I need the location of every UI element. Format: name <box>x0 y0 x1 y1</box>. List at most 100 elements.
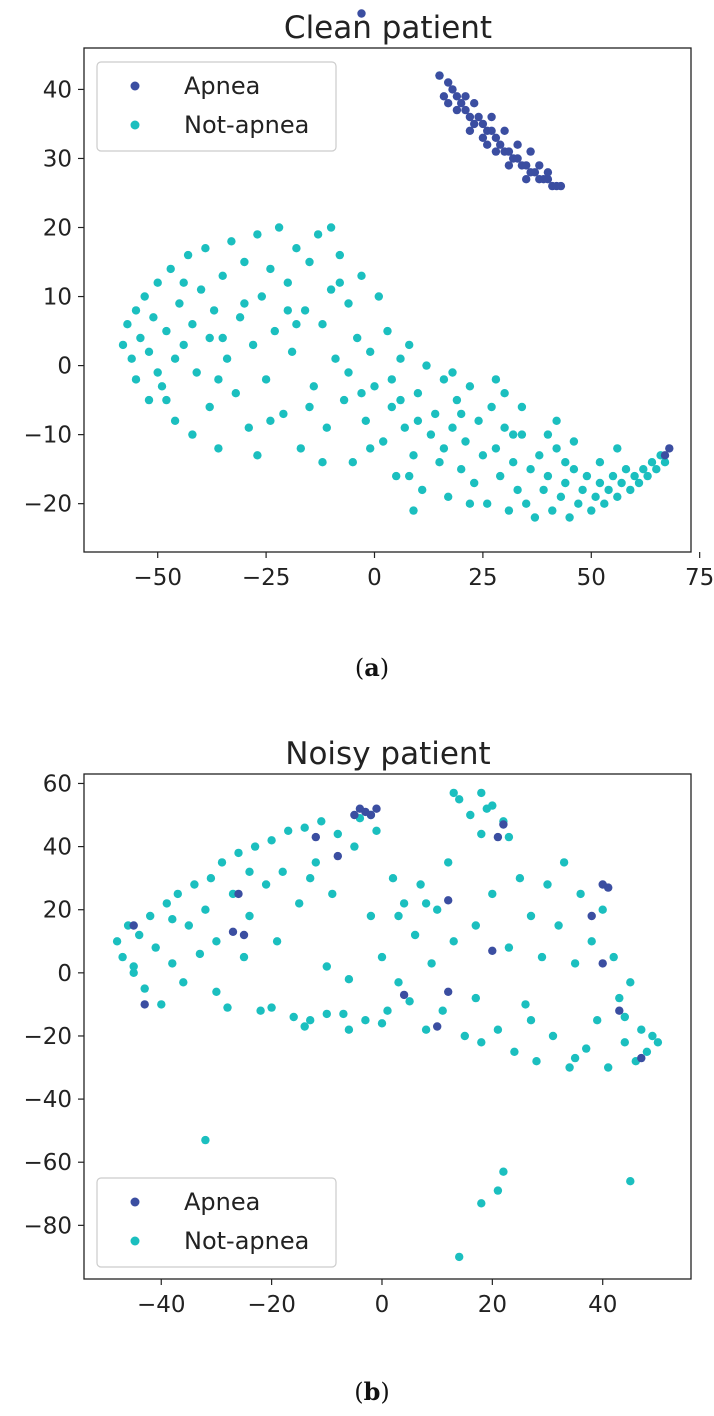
point-apnea <box>504 161 514 170</box>
point-not-apnea <box>300 306 310 315</box>
point-not-apnea <box>170 416 180 425</box>
y-tick-label-b: 40 <box>43 835 72 861</box>
point-not-apnea <box>231 389 240 398</box>
point-not-apnea <box>488 889 497 899</box>
point-not-apnea <box>582 1044 591 1053</box>
point-apnea <box>444 987 453 996</box>
point-not-apnea <box>326 223 336 232</box>
point-not-apnea <box>444 858 453 867</box>
point-not-apnea <box>465 499 475 508</box>
point-not-apnea <box>335 278 344 287</box>
point-not-apnea <box>131 306 141 315</box>
point-apnea <box>487 126 496 135</box>
point-not-apnea <box>532 1057 541 1066</box>
point-apnea <box>543 168 553 177</box>
point-not-apnea <box>201 1135 210 1145</box>
point-not-apnea <box>471 921 480 930</box>
point-not-apnea <box>413 416 423 425</box>
caption-b: (b) <box>354 1377 390 1406</box>
point-apnea <box>350 810 359 820</box>
x-tick-label-a: −50 <box>133 565 182 591</box>
x-tick-label-b: 40 <box>588 1292 617 1318</box>
point-apnea <box>513 140 522 149</box>
point-apnea <box>483 140 492 149</box>
point-not-apnea <box>660 458 670 467</box>
point-not-apnea <box>311 858 320 867</box>
point-not-apnea <box>488 801 497 810</box>
point-not-apnea <box>530 513 540 522</box>
point-apnea <box>372 804 381 813</box>
point-apnea <box>465 112 475 122</box>
point-apnea <box>452 92 462 101</box>
point-not-apnea <box>466 810 475 820</box>
point-apnea <box>448 85 457 94</box>
y-tick-label-a: 30 <box>43 146 72 172</box>
point-apnea <box>543 175 553 184</box>
point-not-apnea <box>421 899 431 908</box>
point-apnea <box>478 119 488 129</box>
point-not-apnea <box>392 471 401 481</box>
point-not-apnea <box>500 423 509 432</box>
point-not-apnea <box>348 458 357 467</box>
point-not-apnea <box>648 1031 657 1041</box>
legend-label-apnea-b: Apnea <box>184 1188 260 1216</box>
point-not-apnea <box>604 1063 613 1072</box>
point-not-apnea <box>537 952 547 962</box>
point-not-apnea <box>157 382 167 391</box>
point-not-apnea <box>234 848 243 858</box>
point-not-apnea <box>477 1199 486 1208</box>
point-not-apnea <box>574 499 583 508</box>
point-not-apnea <box>357 271 366 280</box>
point-apnea <box>491 147 501 156</box>
point-not-apnea <box>300 1022 309 1031</box>
ticks-b: −40 −20 0 20 40 −80 −60 −40 −20 0 20 40 60 <box>23 771 617 1318</box>
point-not-apnea <box>153 368 162 377</box>
y-tick-label-b: 0 <box>57 961 72 987</box>
point-not-apnea <box>361 416 370 425</box>
point-apnea <box>615 1006 624 1015</box>
point-not-apnea <box>405 340 414 350</box>
point-not-apnea <box>493 1186 503 1195</box>
legend-label-not-apnea-b: Not-apnea <box>184 1227 309 1255</box>
point-not-apnea <box>196 285 206 294</box>
point-not-apnea <box>339 1009 348 1019</box>
point-not-apnea <box>491 375 501 384</box>
point-not-apnea <box>595 458 605 467</box>
point-not-apnea <box>212 937 221 946</box>
point-not-apnea <box>322 1009 331 1019</box>
point-not-apnea <box>205 402 214 412</box>
point-not-apnea <box>366 347 375 356</box>
point-not-apnea <box>253 230 262 239</box>
point-not-apnea <box>287 347 297 356</box>
point-apnea <box>234 889 243 899</box>
point-not-apnea <box>388 874 398 883</box>
point-not-apnea <box>513 485 522 495</box>
point-not-apnea <box>140 292 149 301</box>
point-not-apnea <box>439 444 449 453</box>
point-not-apnea <box>306 874 315 883</box>
point-not-apnea <box>504 832 514 842</box>
point-not-apnea <box>162 395 171 405</box>
point-not-apnea <box>267 836 276 845</box>
point-not-apnea <box>561 458 570 467</box>
point-not-apnea <box>283 306 292 315</box>
y-tick-label-b: 20 <box>43 898 72 924</box>
point-not-apnea <box>170 354 180 363</box>
point-not-apnea <box>637 1025 646 1034</box>
point-not-apnea <box>214 444 223 453</box>
legend-marker-not-apnea-b <box>130 1236 140 1246</box>
point-not-apnea <box>439 375 449 384</box>
point-not-apnea <box>305 402 314 412</box>
point-not-apnea <box>552 444 561 453</box>
point-not-apnea <box>418 485 427 495</box>
x-tick-label-b: −40 <box>137 1292 186 1318</box>
y-tick-label-b: −80 <box>23 1213 72 1239</box>
point-apnea <box>526 147 535 156</box>
point-not-apnea <box>118 952 127 962</box>
point-not-apnea <box>452 395 462 405</box>
point-not-apnea <box>543 880 552 889</box>
point-not-apnea <box>565 513 574 522</box>
legend-a: Apnea Not-apnea <box>96 61 337 152</box>
point-apnea <box>366 810 376 820</box>
point-not-apnea <box>570 1053 580 1063</box>
